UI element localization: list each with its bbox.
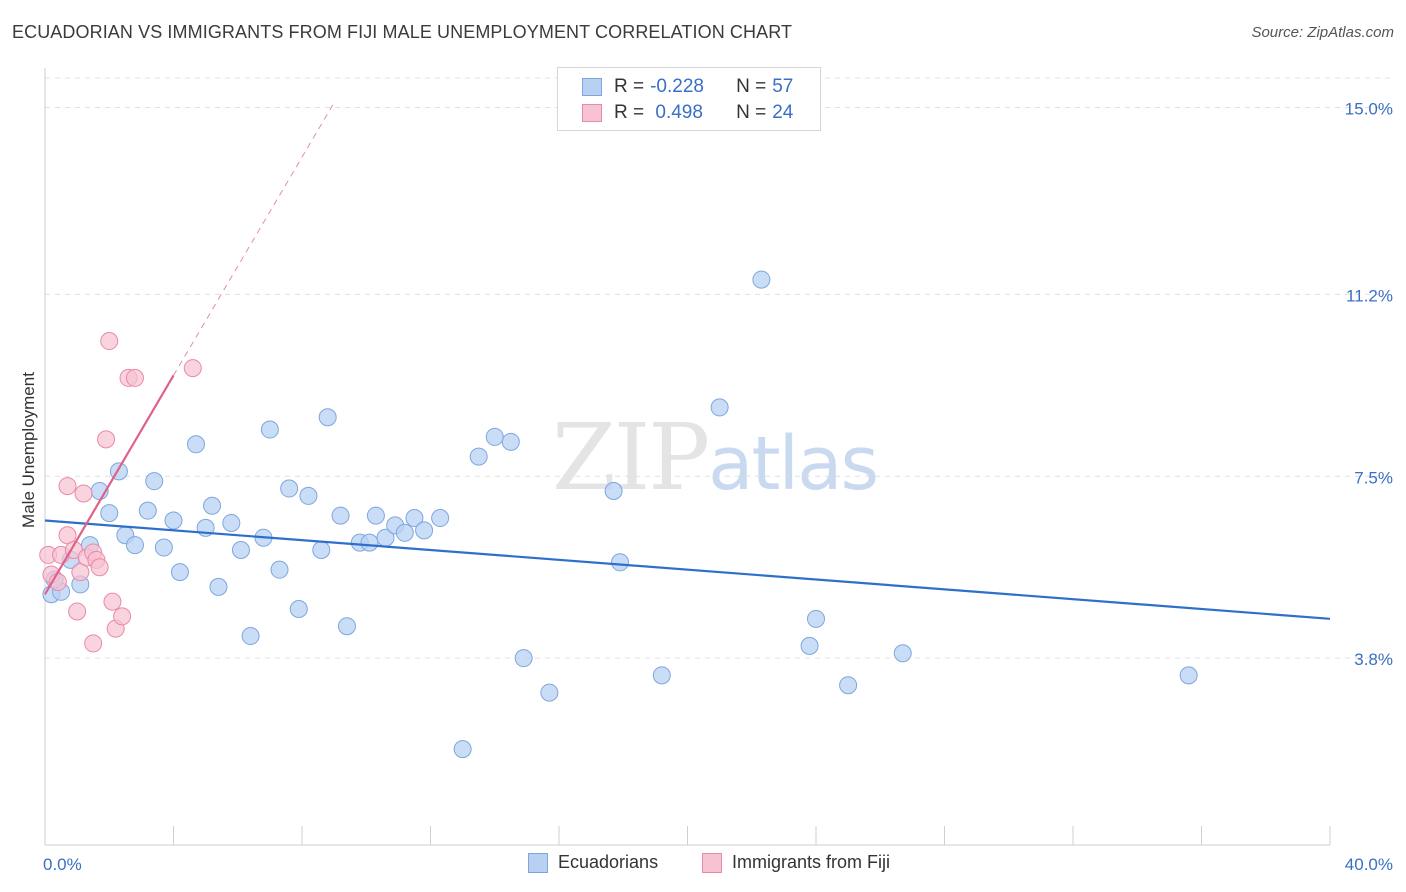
chart-title: ECUADORIAN VS IMMIGRANTS FROM FIJI MALE … (12, 22, 793, 42)
ecuadorian-point (145, 472, 164, 491)
fiji-point (125, 368, 144, 387)
ecuadorian-point (186, 435, 205, 454)
ecuadorian-point (270, 560, 289, 579)
source-credit: Source: ZipAtlas.com (1251, 24, 1394, 41)
ecuadorian-point (710, 398, 729, 417)
legend-r-value: -0.228 (650, 76, 704, 97)
y-tick-label: 11.2% (1346, 286, 1393, 305)
fiji-point (113, 607, 132, 626)
bottom-legend-swatch-pink (702, 852, 722, 873)
y-tick-label: 7.5% (1354, 468, 1393, 487)
ecuadorian-point (337, 617, 356, 636)
ecuadorian-point (289, 600, 308, 618)
legend-row-ecuadorians: R = -0.228 N = 57 (582, 75, 793, 99)
bottom-legend-label: Ecuadorians (558, 852, 659, 872)
ecuadorian-point (540, 683, 559, 702)
ecuadorian-point (312, 541, 331, 559)
ecuadorian-point (800, 636, 819, 655)
legend-r-label: R = (614, 76, 645, 97)
watermark: ZIPatlas (552, 404, 879, 511)
ecuadorian-trendline (44, 519, 1331, 620)
fiji-point (58, 477, 77, 496)
bottom-legend-ecuadorians: Ecuadorians (528, 852, 658, 873)
ecuadorian-point (366, 506, 385, 525)
ecuadorian-point (260, 420, 279, 439)
fiji-trendline (44, 374, 175, 595)
legend-n-value: 57 (772, 76, 794, 97)
watermark-zip: ZIP (552, 404, 710, 511)
fiji-point (74, 484, 93, 503)
ecuadorian-point (469, 447, 488, 466)
ecuadorian-point (125, 536, 144, 555)
ecuadorian-point (485, 427, 504, 446)
ecuadorian-point (164, 511, 183, 530)
fiji-point (103, 592, 122, 611)
ecuadorian-point (1179, 666, 1198, 685)
legend-r-value: 0.498 (650, 102, 703, 123)
ecuadorian-point (395, 523, 414, 542)
y-axis-label-wrap: Male Unemployment (14, 300, 44, 600)
fiji-point (183, 359, 202, 378)
bottom-legend-fiji: Immigrants from Fiji (702, 852, 890, 873)
ecuadorian-point (514, 649, 533, 668)
legend-swatch-blue (582, 78, 602, 96)
legend-r-label: R = (614, 102, 645, 123)
ecuadorian-point (231, 541, 250, 559)
legend-row-fiji: R = 0.498 N = 24 (582, 101, 793, 125)
ecuadorian-point (839, 676, 858, 695)
bottom-legend-swatch-blue (528, 852, 548, 873)
ecuadorian-point (138, 501, 157, 520)
ecuadorian-point (453, 740, 472, 759)
ecuadorian-point (611, 553, 630, 572)
y-axis-label: Male Unemployment (19, 372, 38, 528)
x-tick-label: 40.0% (1345, 855, 1393, 874)
bottom-legend-label: Immigrants from Fiji (732, 852, 891, 872)
fiji-point (97, 430, 116, 449)
y-tick-label: 15.0% (1345, 100, 1393, 119)
correlation-legend: R = -0.228 N = 57 R = 0.498 N = 24 (557, 67, 821, 131)
ecuadorian-point (170, 563, 189, 582)
ecuadorian-point (652, 666, 671, 685)
x-tick-label: 0.0% (43, 855, 82, 874)
legend-n-value: 24 (772, 102, 794, 123)
watermark-atlas: atlas (708, 421, 879, 507)
ecuadorian-point (100, 504, 119, 523)
ecuadorian-point (209, 577, 228, 596)
ecuadorian-point (893, 644, 912, 663)
ecuadorian-point (431, 509, 450, 528)
fiji-trendline-extension (173, 102, 335, 376)
ecuadorian-point (203, 496, 222, 515)
fiji-point (90, 558, 109, 577)
legend-n-label: N = (736, 102, 767, 123)
ecuadorian-point (604, 482, 623, 500)
ecuadorian-point (807, 609, 825, 628)
ecuadorian-point (331, 506, 350, 525)
ecuadorian-point (360, 533, 379, 552)
ecuadorian-point (405, 509, 424, 528)
legend-n-label: N = (736, 76, 767, 97)
ecuadorian-point (299, 486, 318, 505)
fiji-point (84, 634, 103, 653)
ecuadorian-point (415, 521, 434, 540)
ecuadorian-point (154, 538, 173, 557)
legend-swatch-pink (582, 104, 602, 122)
ecuadorian-point (318, 408, 337, 427)
ecuadorian-point (241, 627, 260, 646)
fiji-point (100, 332, 119, 351)
ecuadorian-point (501, 432, 520, 451)
y-tick-label: 3.8% (1354, 650, 1393, 669)
ecuadorian-point (752, 270, 771, 289)
ecuadorian-point (222, 513, 241, 532)
fiji-point (68, 602, 87, 621)
ecuadorian-point (280, 479, 299, 498)
